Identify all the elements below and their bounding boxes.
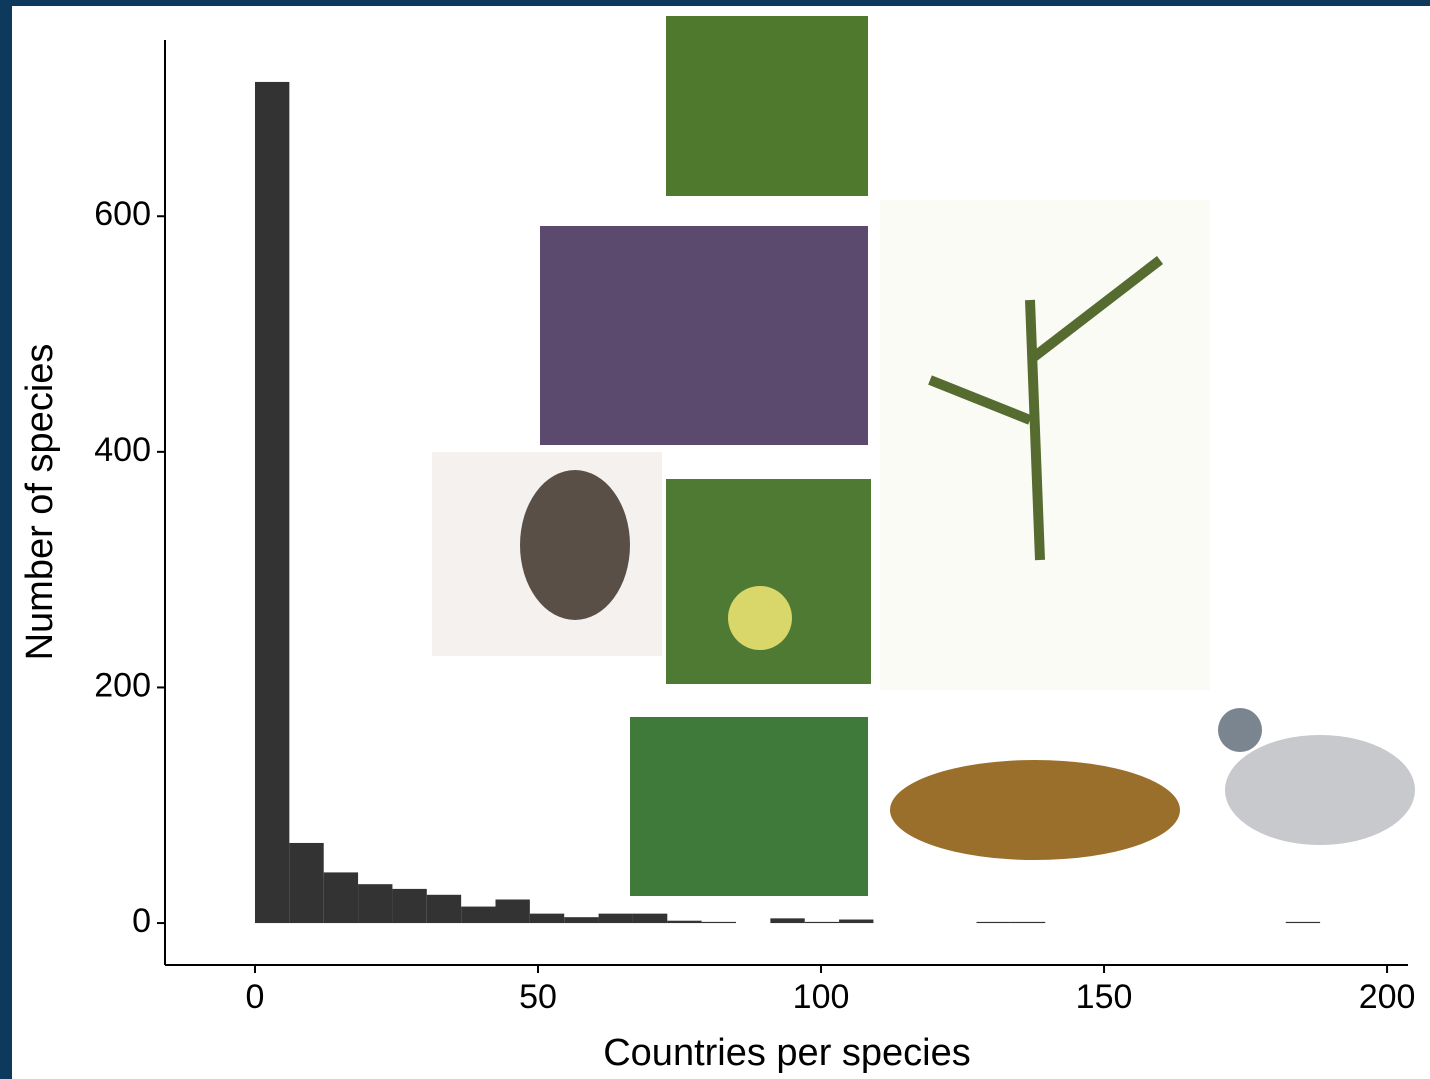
x-tick-label: 200 [1359,978,1416,1016]
y-tick-label: 600 [94,195,151,233]
photo-castor-leaves [540,226,868,445]
bar [254,81,290,924]
bar [289,842,324,924]
photo-water-hyacinth [630,717,868,896]
bar [1010,921,1046,924]
x-tick-label: 150 [1076,978,1133,1016]
bar [839,919,874,924]
photo-guava [666,479,871,684]
bar [1285,921,1321,924]
bar [804,921,840,924]
x-tick-label: 100 [793,978,850,1016]
bar [461,906,496,924]
bar [564,917,599,924]
illustration-leucaena [880,200,1210,690]
bar [358,884,393,924]
bar [426,894,462,924]
bar [976,921,1011,924]
pigeon-head [1218,708,1262,752]
illustration-pigeon [1225,735,1415,845]
bar [529,913,565,924]
bar [598,913,633,924]
bar [632,913,668,924]
leucaena-branches [928,256,1164,561]
bar [667,920,702,924]
bar [495,899,530,924]
x-axis-title: Countries per species [603,1032,971,1074]
x-tick-label: 0 [246,978,265,1016]
bar [770,918,805,924]
bar [701,921,737,924]
bar [392,888,427,924]
y-tick-label: 400 [94,431,151,469]
x-tick-label: 50 [519,978,557,1016]
photo-plant [666,16,868,196]
illustrations [432,16,1415,896]
bar [323,872,359,924]
y-tick-label: 200 [94,666,151,704]
rat-shape [520,470,630,620]
y-axis-title: Number of species [19,344,61,661]
illustration-carp [890,760,1180,860]
y-tick-label: 0 [132,902,151,940]
guava-fruit [728,586,792,650]
